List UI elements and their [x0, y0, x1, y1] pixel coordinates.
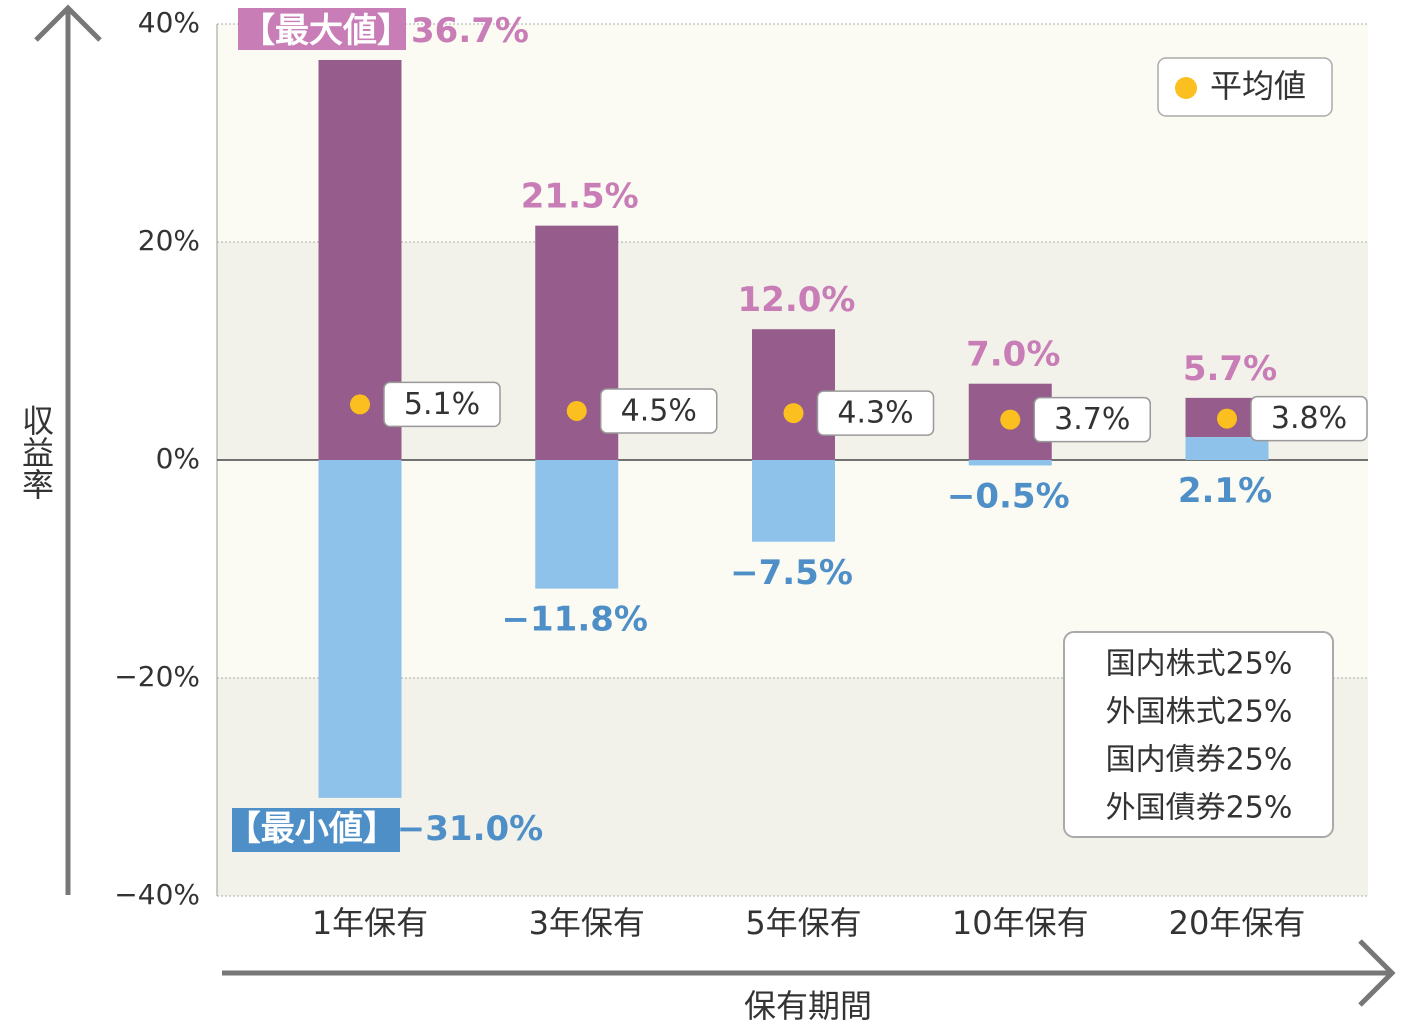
- x-tick-label: 1年保有: [312, 904, 428, 942]
- min-label: −0.5%: [947, 476, 1070, 516]
- max-label: 12.0%: [738, 280, 856, 320]
- y-axis-label: 収益率: [17, 404, 55, 500]
- min-label: −11.8%: [502, 599, 648, 639]
- x-tick-label: 10年保有: [952, 904, 1089, 942]
- min-value-label: −7.5%: [730, 552, 853, 592]
- average-label-box: [1033, 396, 1151, 443]
- x-axis-arrow-head: [1358, 939, 1396, 1007]
- min-value-label: −11.8%: [502, 599, 648, 639]
- y-tick-label: 20%: [138, 224, 200, 257]
- note-line: 外国株式25%: [1106, 695, 1293, 730]
- max-label: 7.0%: [966, 334, 1060, 374]
- max-value-label: 12.0%: [738, 280, 856, 320]
- max-label-prefix: 【最大値】: [241, 10, 411, 50]
- average-dot: [350, 394, 370, 415]
- min-value-label: −31.0%: [397, 809, 543, 849]
- average-dot: [1217, 408, 1237, 429]
- x-tick-label: 5年保有: [745, 904, 861, 942]
- legend-label: 平均値: [1210, 67, 1306, 105]
- min-label: 【最小値】−31.0%: [227, 809, 543, 849]
- legend-marker: [1175, 77, 1197, 99]
- max-value-label: 5.7%: [1183, 348, 1277, 388]
- max-value-label: 21.5%: [521, 176, 639, 216]
- x-tick-label: 20年保有: [1169, 904, 1306, 942]
- average-dot: [783, 403, 804, 424]
- average-label-box: [600, 388, 718, 434]
- min-label: 2.1%: [1178, 471, 1272, 511]
- min-bar: [752, 460, 835, 542]
- min-bar: [318, 460, 402, 798]
- min-value-label: 2.1%: [1178, 471, 1272, 511]
- max-label: 5.7%: [1183, 348, 1277, 388]
- max-label: 21.5%: [521, 176, 639, 216]
- note-line: 国内株式25%: [1106, 647, 1293, 682]
- average-dot: [1000, 409, 1021, 430]
- average-label-box: [1250, 395, 1368, 442]
- max-value-label: 36.7%: [411, 10, 529, 50]
- min-bar: [968, 460, 1052, 466]
- legend-box: [1157, 57, 1333, 117]
- average-label-box: [816, 390, 935, 436]
- average-label: 3.8%: [1271, 401, 1347, 436]
- min-label: −7.5%: [730, 552, 853, 592]
- max-value-label: 7.0%: [966, 334, 1060, 374]
- y-tick-label: 0%: [156, 442, 200, 475]
- min-label-prefix: 【最小値】: [227, 809, 397, 849]
- min-bar: [535, 460, 619, 589]
- x-tick-label: 3年保有: [529, 904, 645, 942]
- average-label: 5.1%: [404, 387, 480, 422]
- average-dot: [566, 400, 587, 421]
- note-line: 国内債券25%: [1106, 743, 1293, 778]
- x-axis-label: 保有期間: [744, 987, 872, 1025]
- note-line: 外国債券25%: [1106, 791, 1293, 826]
- y-axis-arrow-head: [34, 4, 102, 42]
- y-tick-label: −20%: [114, 660, 200, 693]
- note-box: [1063, 631, 1334, 838]
- average-label: 4.3%: [837, 396, 913, 431]
- average-label: 3.7%: [1054, 402, 1130, 437]
- min-bar: [1185, 437, 1269, 460]
- average-label: 4.5%: [621, 393, 697, 428]
- max-prefix-bg: [238, 8, 406, 50]
- y-tick-label: 40%: [138, 6, 200, 39]
- y-tick-label: −40%: [114, 878, 200, 911]
- max-label: 【最大値】36.7%: [241, 10, 529, 50]
- min-prefix-bg: [232, 808, 400, 852]
- average-label-box: [383, 381, 501, 428]
- min-value-label: −0.5%: [947, 476, 1070, 516]
